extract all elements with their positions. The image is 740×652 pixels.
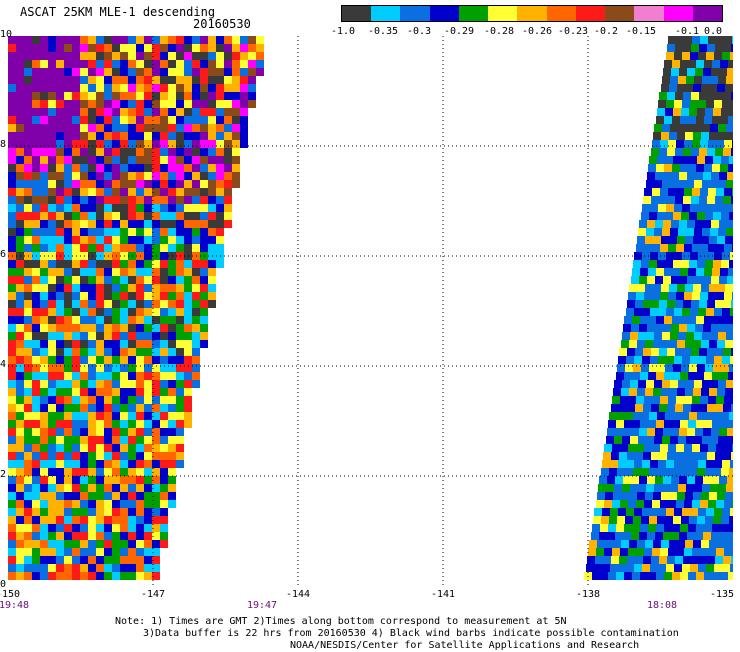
color-scale-label: -0.1 [674,26,700,37]
color-scale-label: -0.35 [367,26,399,37]
color-scale-label: -0.2 [593,26,619,37]
color-scale-label: 0.0 [703,26,723,37]
color-swatch [692,6,723,21]
graticule [8,36,733,586]
latitude-tick-label: 8 [0,139,7,150]
note-line-3: NOAA/NESDIS/Center for Satellite Applica… [290,640,640,651]
longitude-tick-label: -147 [140,589,166,600]
color-scale-label: -0.29 [443,26,475,37]
longitude-tick-label: -144 [285,589,311,600]
note-line-1: Note: 1) Times are GMT 2)Times along bot… [115,616,567,627]
color-swatch [400,6,430,21]
latitude-tick-label: 6 [0,249,7,260]
color-swatch [488,6,518,21]
map-title: ASCAT 25KM MLE-1 descending [20,5,216,19]
color-scale-label: -1.0 [330,26,356,37]
color-scale-label: -0.28 [483,26,515,37]
color-scale-label: -0.3 [406,26,432,37]
color-scale-label: -0.26 [521,26,553,37]
color-swatch [517,6,547,21]
latitude-tick-label: 4 [0,359,7,370]
color-swatch [634,6,664,21]
note-line-2: 3)Data buffer is 22 hrs from 20160530 4)… [143,628,679,639]
color-swatch [605,6,635,21]
color-swatch [458,6,489,21]
color-scale-label: -0.23 [557,26,589,37]
map-date: 20160530 [193,17,251,31]
latitude-tick-label: 2 [0,469,7,480]
longitude-tick-label: -135 [709,589,735,600]
color-scale-label: -0.15 [625,26,657,37]
color-swatch [371,6,401,21]
time-label: 19:48 [0,600,30,611]
time-label: 18:08 [646,600,678,611]
longitude-tick-label: -138 [575,589,601,600]
longitude-tick-label: -141 [430,589,456,600]
latitude-tick-label: 10 [0,29,13,40]
wind-cell-grid [8,36,733,580]
time-label: 19:47 [246,600,278,611]
color-swatch [429,6,459,21]
color-swatch [342,6,372,21]
longitude-tick-label: -150 [0,589,21,600]
color-swatch [546,6,576,21]
map-plot [8,36,733,586]
color-scale-bar [341,5,723,22]
color-swatch [575,6,606,21]
color-swatch [663,6,693,21]
latitude-tick-label: 0 [0,579,7,590]
